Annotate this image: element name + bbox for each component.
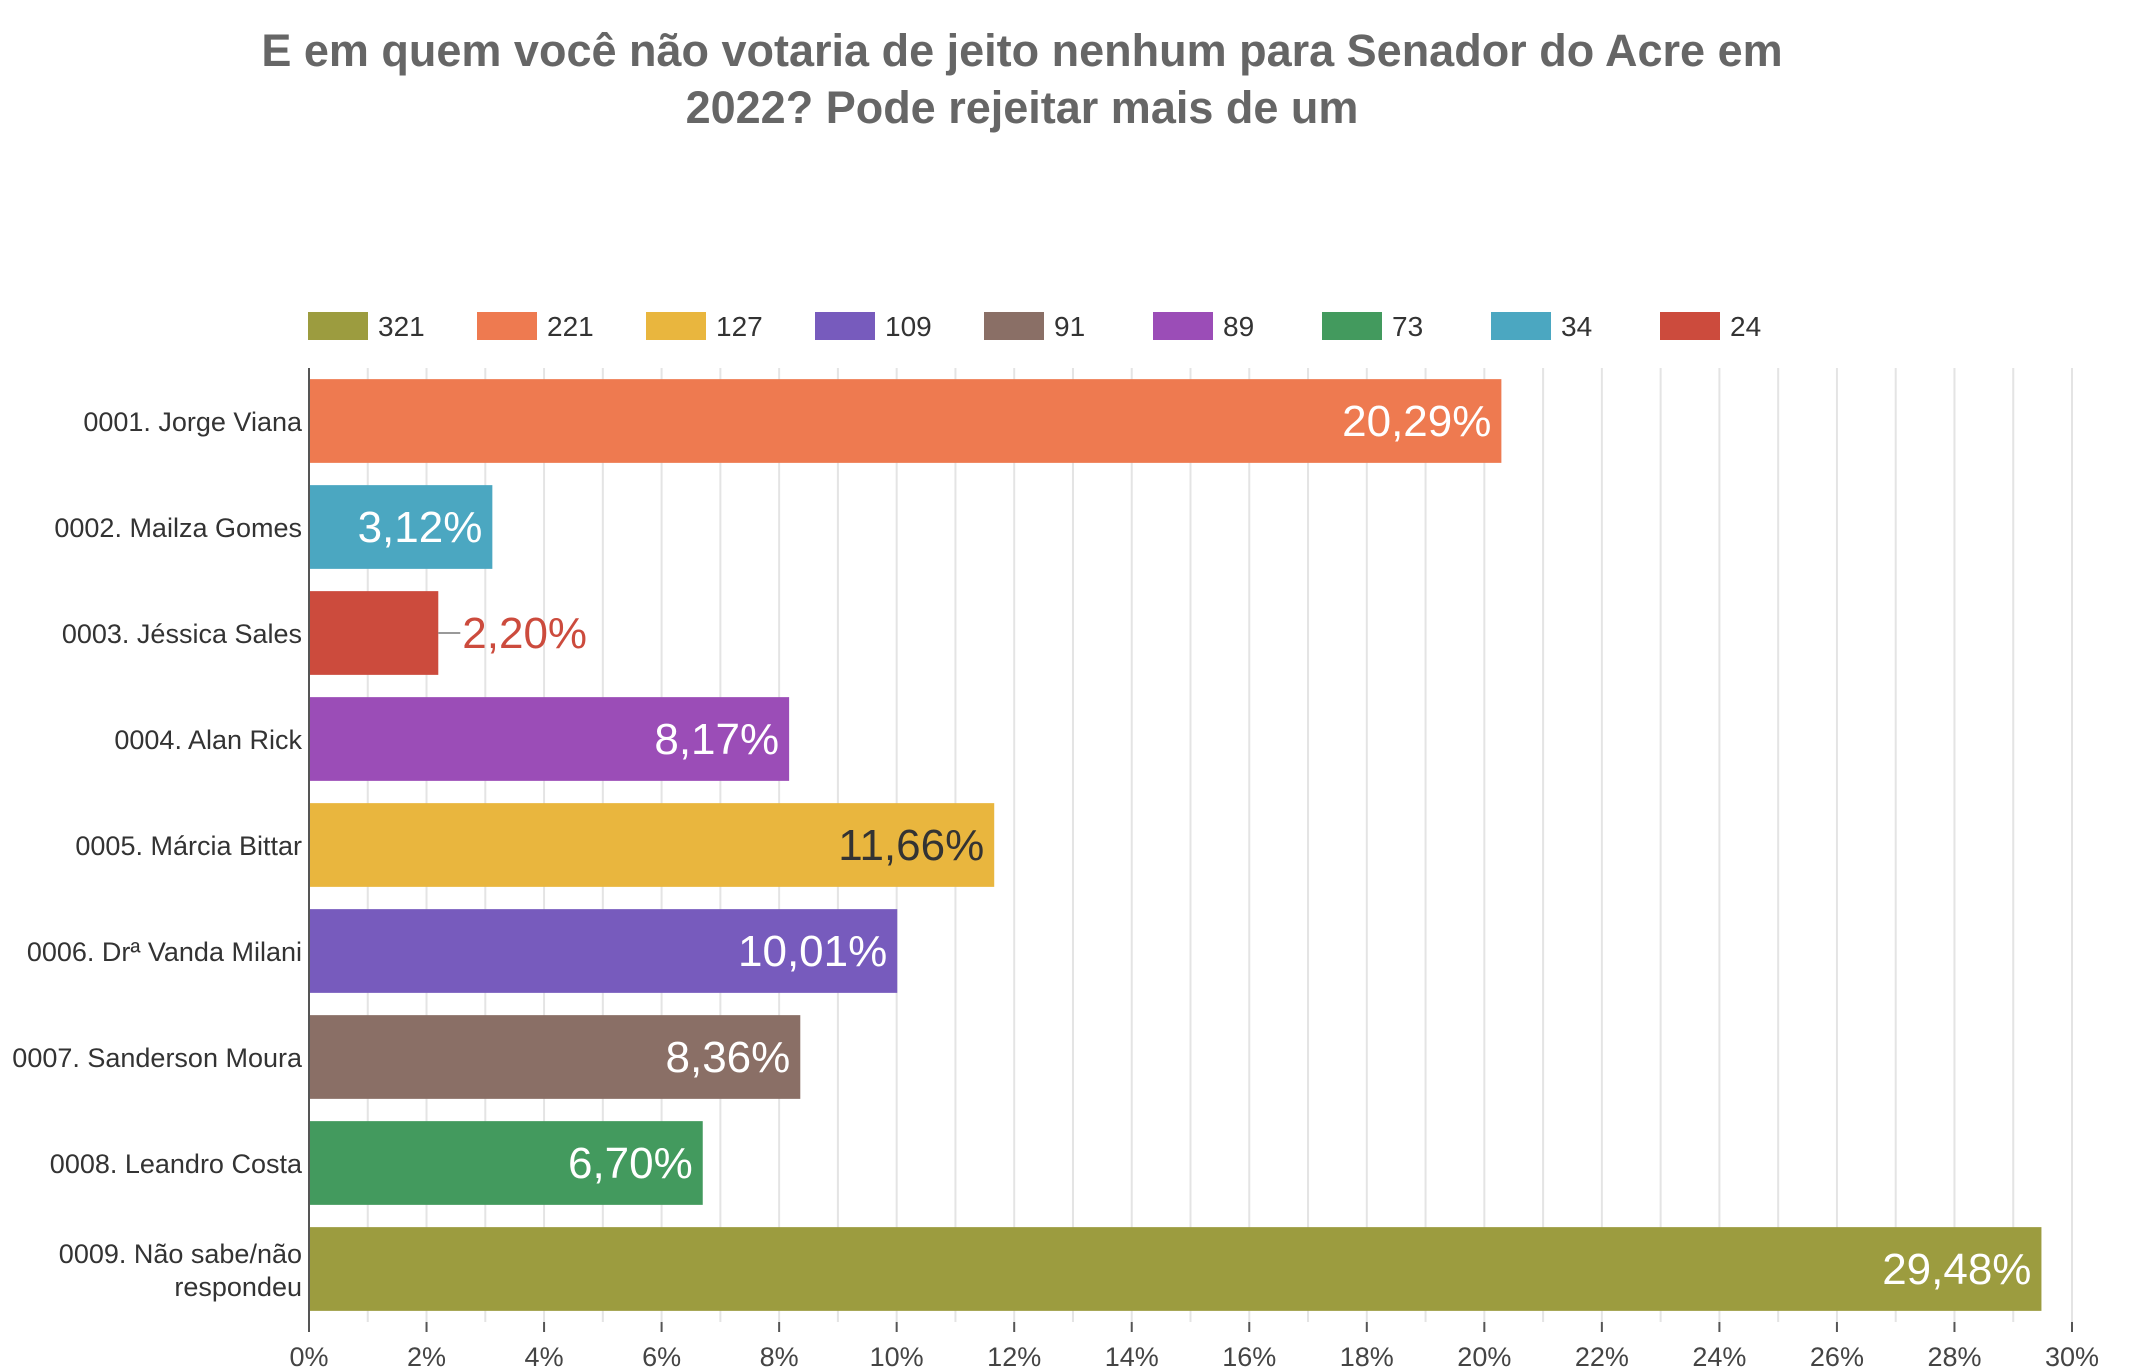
x-tick-label: 20% [1457,1342,1511,1372]
x-tick-label: 18% [1340,1342,1394,1372]
x-tick-label: 0% [289,1342,328,1372]
bar [309,1121,703,1205]
chart-title: E em quem você não votaria de jeito nenh… [0,22,2044,136]
legend-label: 89 [1223,311,1254,342]
category-label: 0008. Leandro Costa [50,1149,303,1179]
legend-swatch [984,312,1044,340]
bar [309,803,995,887]
chart-title-line-1: E em quem você não votaria de jeito nenh… [261,25,1783,76]
x-tick-label: 4% [525,1342,564,1372]
legend-label: 73 [1392,311,1423,342]
data-label: 6,70% [568,1139,693,1188]
data-label: 2,20% [462,609,587,658]
x-tick-label: 8% [760,1342,799,1372]
x-tick-label: 10% [870,1342,924,1372]
legend-swatch [1660,312,1720,340]
bar [309,697,790,781]
data-label: 3,12% [358,503,483,552]
legend-label: 91 [1054,311,1085,342]
legend-swatch [815,312,875,340]
category-label: 0004. Alan Rick [114,725,302,755]
legend-label: 221 [547,311,594,342]
x-tick-label: 2% [407,1342,446,1372]
legend-swatch [308,312,368,340]
legend: 321 221 127 109 91 89 73 34 24 [308,311,1761,342]
category-label: 0005. Márcia Bittar [75,831,302,861]
category-label: 0006. Drª Vanda Milani [27,937,302,967]
x-tick-label: 12% [987,1342,1041,1372]
legend-label: 24 [1730,311,1761,342]
x-tick-label: 24% [1692,1342,1746,1372]
x-tick-label: 28% [1927,1342,1981,1372]
data-label: 29,48% [1882,1245,2031,1294]
legend-swatch [646,312,706,340]
category-label: respondeu [174,1272,302,1302]
data-label: 8,36% [666,1033,791,1082]
legend-label: 34 [1561,311,1592,342]
x-axis: 0% 2% 4% 6% 8% 10% 12% 14% 16% 18% 20% 22% 24% 26% 28%… [289,1322,2099,1372]
bar [309,1227,2042,1311]
bar [309,909,898,993]
legend-swatch [1491,312,1551,340]
category-label: 0009. Não sabe/não [59,1239,302,1269]
x-tick-label: 14% [1105,1342,1159,1372]
category-label: 0003. Jéssica Sales [62,619,302,649]
legend-label: 109 [885,311,932,342]
bars: 20,29% 3,12% 2,20% 8,17% 11,66% 10,01% 8,36% 6,… [309,379,2042,1311]
x-tick-label: 30% [2045,1342,2099,1372]
bar [309,1015,801,1099]
legend-label: 321 [378,311,425,342]
x-tick-label: 22% [1575,1342,1629,1372]
data-label: 11,66% [838,821,984,870]
legend-label: 127 [716,311,763,342]
data-label: 20,29% [1342,397,1491,446]
category-label: 0007. Sanderson Moura [12,1043,303,1073]
legend-swatch [1322,312,1382,340]
x-tick-label: 6% [642,1342,681,1372]
bar [309,591,439,675]
legend-swatch [477,312,537,340]
bar [309,485,493,569]
bar [309,379,1502,463]
category-label: 0001. Jorge Viana [83,407,303,437]
legend-swatch [1153,312,1213,340]
chart-title-line-2: 2022? Pode rejeitar mais de um [685,82,1359,133]
y-axis: 0001. Jorge Viana 0002. Mailza Gomes 0003.… [12,368,310,1322]
x-tick-label: 26% [1810,1342,1864,1372]
category-label: 0002. Mailza Gomes [54,513,302,543]
data-label: 10,01% [738,927,887,976]
data-label: 8,17% [654,715,779,764]
x-tick-label: 16% [1222,1342,1276,1372]
